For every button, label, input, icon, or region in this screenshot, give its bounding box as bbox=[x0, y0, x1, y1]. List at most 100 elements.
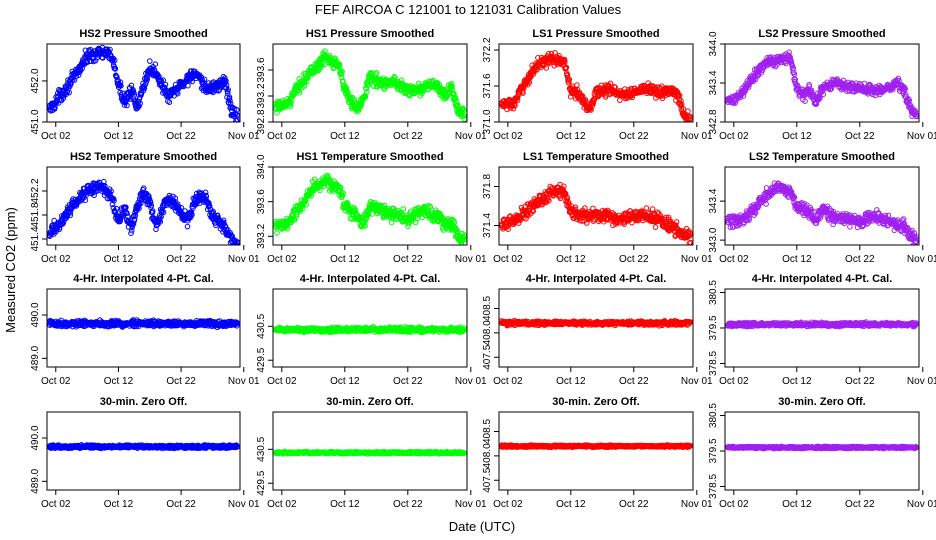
data-point bbox=[185, 82, 191, 89]
panel-title: HS2 Pressure Smoothed bbox=[79, 28, 207, 40]
data-point bbox=[649, 206, 656, 212]
data-points bbox=[725, 180, 919, 245]
x-tick-label: Oct 12 bbox=[782, 131, 812, 142]
panel-grid: HS2 Pressure Smoothed Oct 02 Oct 12 Oct 22 N… bbox=[30, 28, 936, 510]
data-point bbox=[369, 70, 376, 76]
x-tick-label: Oct 12 bbox=[782, 254, 812, 265]
data-points bbox=[273, 172, 467, 245]
data-point bbox=[591, 96, 598, 102]
y-tick-label: 371.8 bbox=[482, 174, 493, 199]
panel-hs1-row3: 4-Hr. Interpolated 4-Pt. Cal.Oct 02 Oct 1… bbox=[256, 273, 487, 387]
data-point bbox=[357, 104, 364, 110]
data-point bbox=[339, 192, 346, 199]
data-point bbox=[213, 87, 220, 94]
data-point bbox=[562, 59, 568, 65]
data-point bbox=[131, 92, 138, 98]
x-tick-label: Nov 01 bbox=[228, 131, 260, 142]
data-point bbox=[311, 176, 318, 183]
panel-title: LS1 Pressure Smoothed bbox=[532, 28, 659, 40]
data-point bbox=[895, 75, 902, 82]
plot-frame bbox=[498, 166, 694, 246]
x-tick-label: Oct 02 bbox=[41, 254, 71, 265]
data-point bbox=[128, 230, 134, 236]
data-point bbox=[686, 240, 693, 245]
data-point bbox=[178, 205, 185, 211]
x-tick-label: Oct 22 bbox=[393, 254, 423, 265]
plot-frame bbox=[272, 43, 468, 123]
data-point bbox=[201, 76, 208, 83]
data-point bbox=[543, 65, 550, 71]
data-point bbox=[69, 77, 76, 83]
x-tick-label: Oct 02 bbox=[267, 254, 297, 265]
data-point bbox=[817, 94, 823, 101]
y-tick-label: 392.8 bbox=[256, 109, 267, 134]
data-point bbox=[160, 77, 166, 83]
x-tick-label: Nov 01 bbox=[681, 254, 713, 265]
data-points bbox=[273, 48, 467, 122]
panel-title: HS1 Temperature Smoothed bbox=[296, 151, 443, 163]
data-points bbox=[273, 323, 467, 336]
y-tick-label: 343.4 bbox=[708, 188, 719, 213]
y-tick-label: 393.2 bbox=[256, 83, 267, 108]
panel-title: 4-Hr. Interpolated 4-Pt. Cal. bbox=[73, 273, 214, 285]
data-point bbox=[449, 83, 455, 90]
y-tick-label: 343.0 bbox=[708, 227, 719, 252]
x-tick-label: Oct 02 bbox=[719, 254, 749, 265]
data-point bbox=[448, 81, 455, 87]
data-point bbox=[358, 101, 365, 107]
x-tick-label: Oct 22 bbox=[166, 254, 196, 265]
x-tick-label: Oct 02 bbox=[493, 131, 523, 142]
panel-title: 4-Hr. Interpolated 4-Pt. Cal. bbox=[300, 273, 441, 285]
y-tick-label: 489.0 bbox=[30, 345, 41, 370]
x-tick-label: Nov 01 bbox=[455, 131, 487, 142]
data-point bbox=[523, 216, 529, 222]
data-point bbox=[111, 198, 117, 204]
data-point bbox=[142, 81, 149, 88]
plot-frame bbox=[498, 43, 694, 123]
data-point bbox=[545, 196, 551, 203]
data-point bbox=[834, 76, 840, 82]
data-point bbox=[149, 208, 156, 214]
data-point bbox=[686, 117, 692, 122]
data-point bbox=[63, 213, 70, 220]
data-point bbox=[153, 226, 159, 233]
data-point bbox=[206, 203, 213, 209]
figure-title: FEF AIRCOA C 121001 to 121031 Calibratio… bbox=[315, 2, 622, 17]
x-tick-label: Nov 01 bbox=[907, 131, 936, 142]
data-point bbox=[546, 197, 552, 204]
data-point bbox=[118, 83, 124, 89]
y-tick-label: 451.4 bbox=[30, 226, 41, 251]
figure-y-label: Measured CO2 (ppm) bbox=[3, 207, 18, 333]
x-tick-label: Oct 22 bbox=[845, 254, 875, 265]
data-point bbox=[659, 95, 666, 102]
data-point bbox=[166, 99, 173, 105]
y-tick-label: 342.8 bbox=[708, 109, 719, 134]
data-points bbox=[499, 181, 693, 245]
x-tick-label: Oct 02 bbox=[41, 131, 71, 142]
data-point bbox=[516, 89, 523, 96]
data-point bbox=[160, 209, 167, 216]
plot-frame bbox=[272, 166, 468, 246]
data-point bbox=[373, 70, 380, 76]
data-point bbox=[340, 190, 347, 197]
y-tick-label: 451.0 bbox=[30, 109, 41, 134]
data-point bbox=[234, 323, 240, 329]
data-point bbox=[110, 205, 117, 211]
data-point bbox=[132, 98, 139, 105]
data-point bbox=[365, 81, 372, 88]
data-point bbox=[110, 196, 116, 203]
y-tick-label: 393.6 bbox=[256, 189, 267, 214]
data-point bbox=[345, 89, 351, 96]
data-point bbox=[900, 216, 907, 222]
x-tick-label: Oct 12 bbox=[330, 131, 360, 142]
x-tick-label: Oct 12 bbox=[104, 254, 134, 265]
data-point bbox=[66, 89, 72, 96]
data-point bbox=[317, 187, 323, 194]
data-point bbox=[162, 81, 169, 88]
data-point bbox=[687, 232, 693, 239]
data-point bbox=[742, 87, 749, 94]
